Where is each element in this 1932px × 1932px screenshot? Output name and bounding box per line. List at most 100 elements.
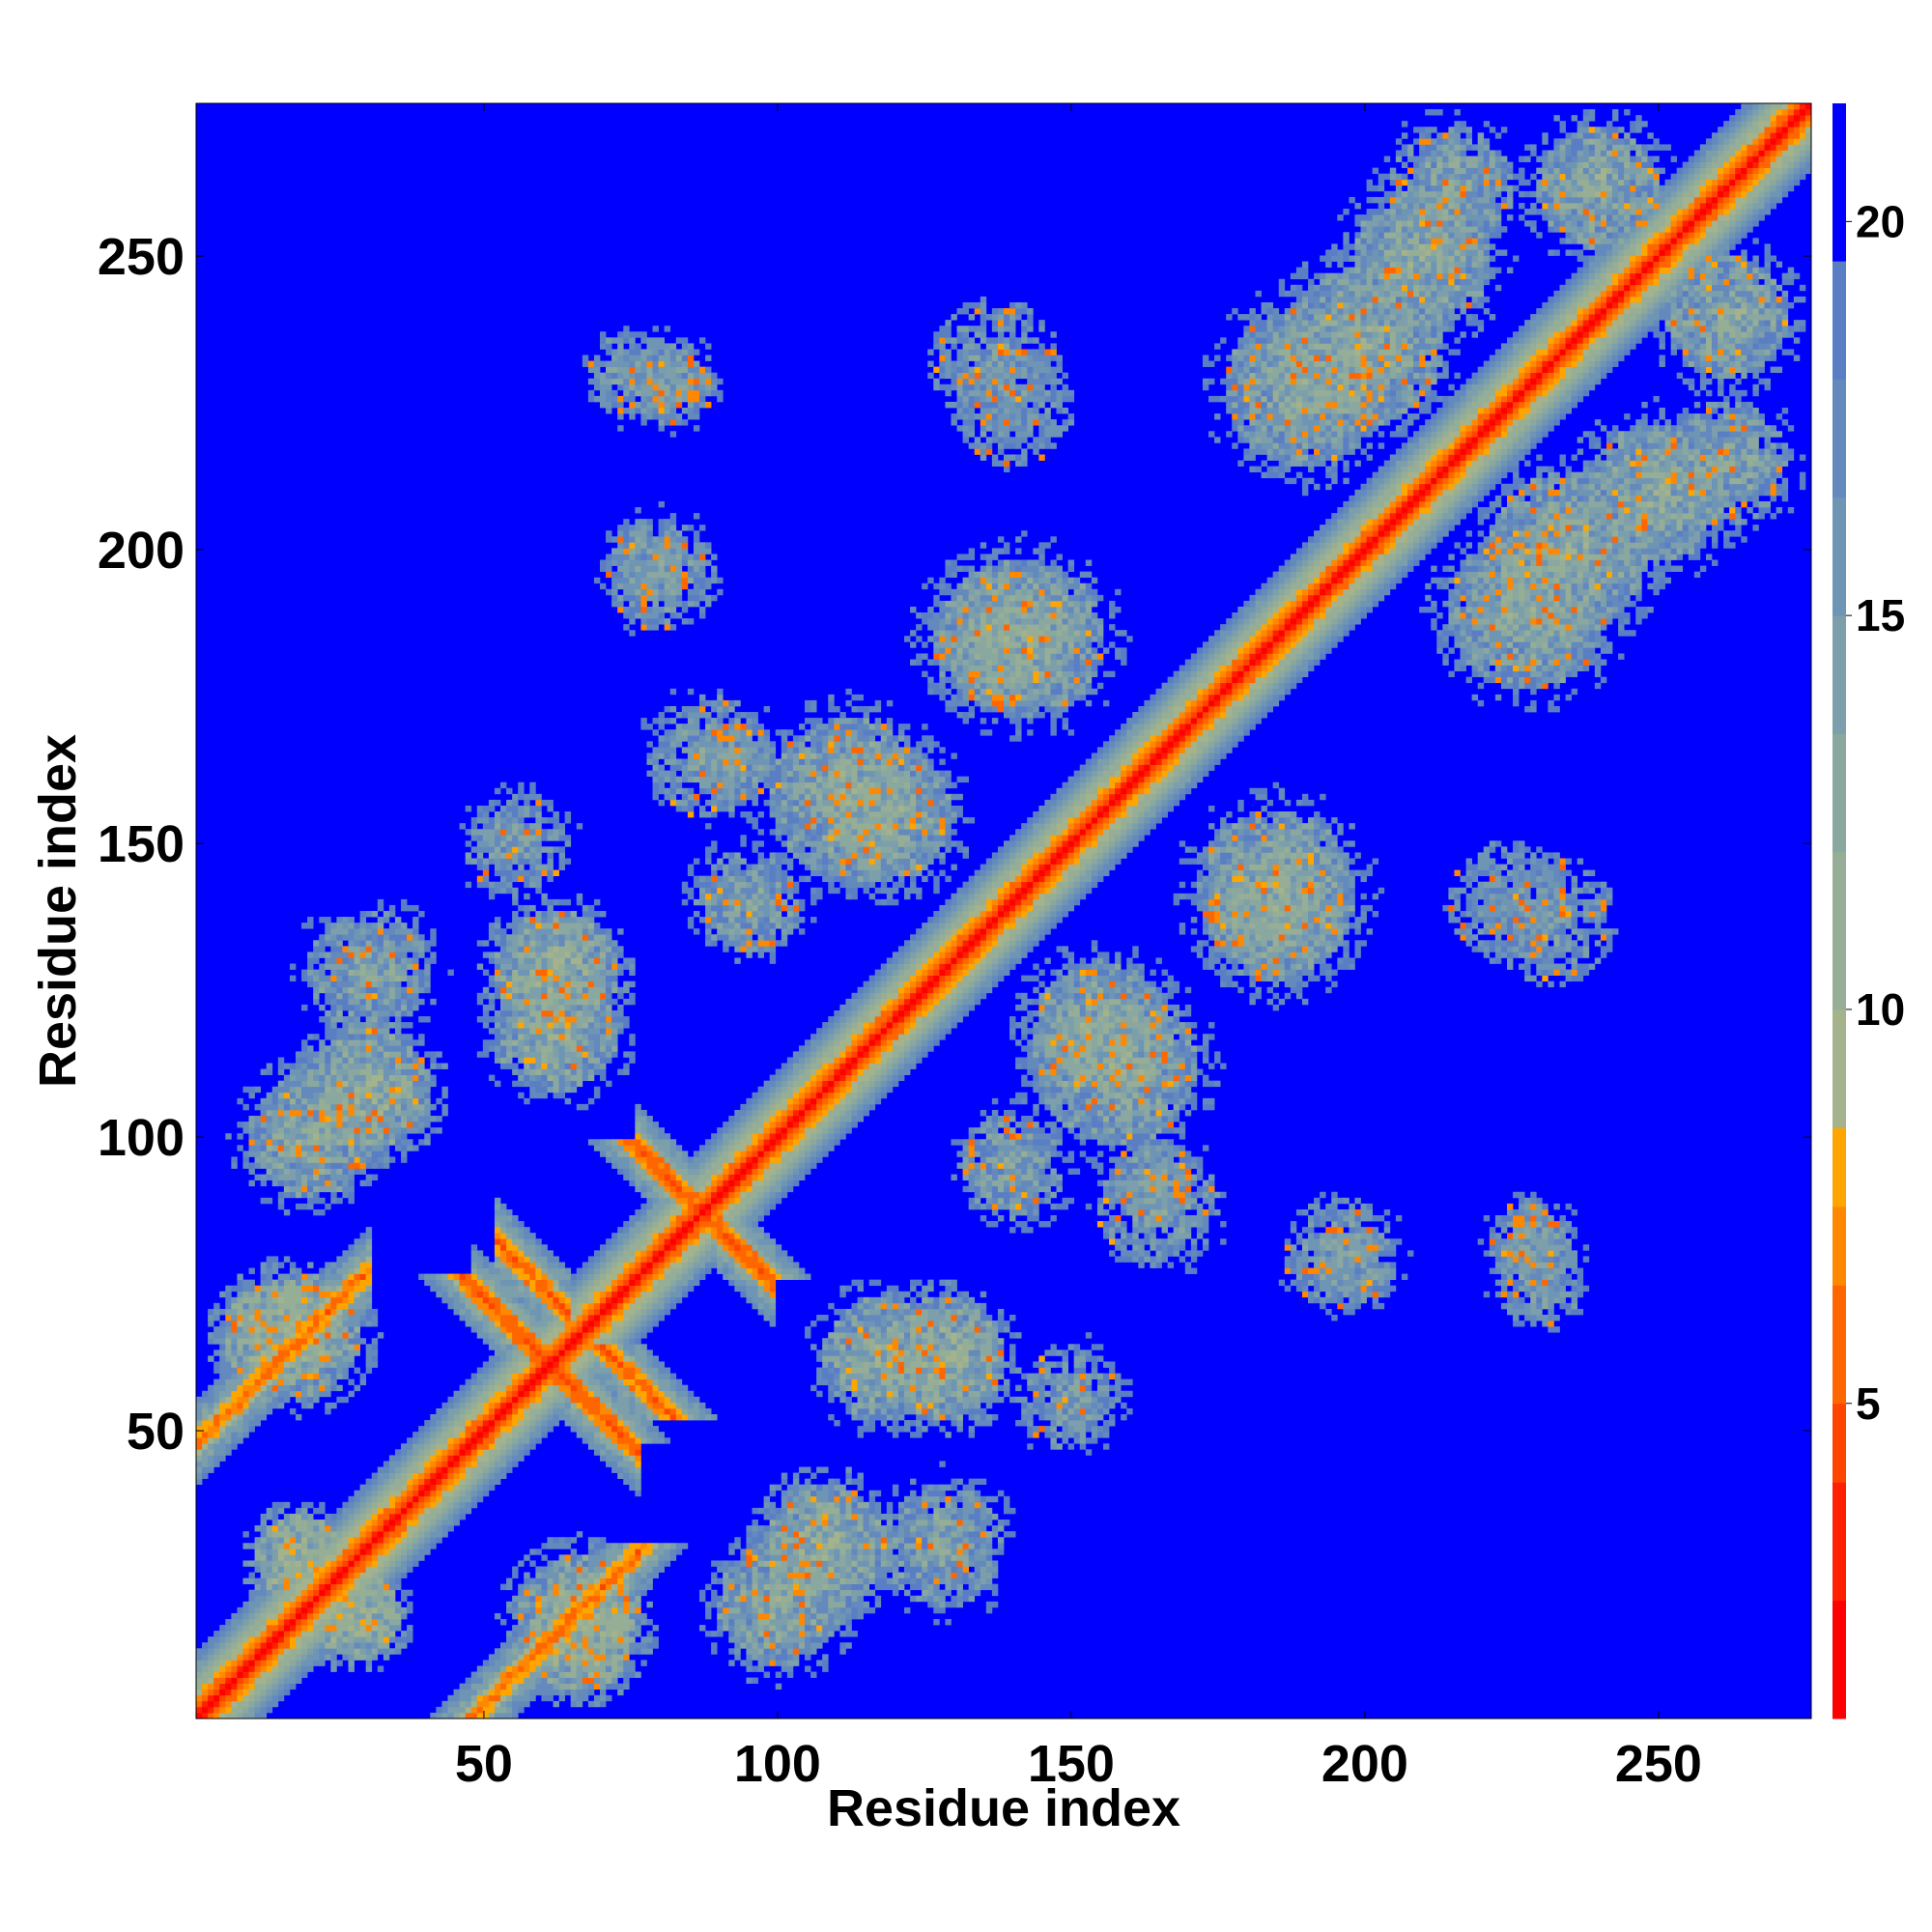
heatmap-cell — [296, 1303, 301, 1309]
heatmap-cell — [360, 1654, 366, 1660]
heatmap-cell — [547, 1665, 553, 1671]
heatmap-cell — [529, 905, 535, 911]
heatmap-cell — [261, 1350, 267, 1355]
heatmap-cell — [512, 1292, 518, 1297]
heatmap-cell — [384, 1578, 389, 1584]
heatmap-cell — [588, 1619, 594, 1625]
heatmap-cell — [447, 1461, 453, 1466]
heatmap-cell — [307, 1502, 313, 1508]
heatmap-cell — [489, 1379, 495, 1385]
heatmap-cell — [541, 987, 547, 993]
heatmap-cell — [395, 1005, 401, 1010]
heatmap-cell — [372, 957, 378, 963]
heatmap-cell — [349, 1355, 355, 1361]
heatmap-cell — [529, 1005, 535, 1010]
heatmap-cell — [424, 1098, 430, 1104]
heatmap-cell — [307, 1297, 313, 1303]
heatmap-cell — [325, 957, 330, 963]
heatmap-cell — [349, 1607, 355, 1613]
heatmap-cell — [330, 981, 336, 987]
heatmap-cell — [255, 1361, 261, 1367]
heatmap-cell — [355, 1116, 360, 1122]
heatmap-cell — [529, 1397, 535, 1403]
heatmap-cell — [430, 1443, 436, 1449]
heatmap-cell — [529, 1321, 535, 1326]
heatmap-cell — [554, 1701, 559, 1707]
heatmap-cell — [336, 1010, 342, 1016]
heatmap-cell — [319, 1069, 325, 1075]
heatmap-cell — [267, 1660, 272, 1665]
heatmap-cell — [272, 1116, 278, 1122]
heatmap-cell — [389, 1064, 395, 1069]
heatmap-cell — [319, 917, 325, 923]
heatmap-cell — [483, 811, 489, 817]
heatmap-cell — [284, 1209, 290, 1215]
heatmap-cell — [529, 1648, 535, 1654]
heatmap-cell — [559, 1654, 565, 1660]
heatmap-cell — [355, 1321, 360, 1326]
heatmap-cell — [559, 946, 565, 952]
heatmap-cell — [395, 952, 401, 957]
heatmap-cell — [559, 1315, 565, 1321]
heatmap-cell — [225, 1403, 231, 1408]
heatmap-cell — [512, 1408, 518, 1414]
heatmap-cell — [301, 1660, 307, 1665]
heatmap-cell — [313, 1361, 319, 1367]
heatmap-cell — [296, 1368, 301, 1374]
heatmap-cell — [559, 1631, 565, 1636]
heatmap-cell — [342, 1309, 348, 1315]
heatmap-cell — [554, 1093, 559, 1098]
heatmap-cell — [249, 1169, 255, 1175]
heatmap-cell — [565, 1420, 571, 1426]
heatmap-cell — [296, 1127, 301, 1133]
heatmap-cell — [296, 1344, 301, 1350]
heatmap-cell — [301, 1081, 307, 1087]
heatmap-cell — [313, 1566, 319, 1572]
heatmap-cell — [500, 1221, 506, 1227]
heatmap-cell — [319, 1087, 325, 1093]
heatmap-cell — [284, 1162, 290, 1168]
heatmap-cell — [518, 829, 524, 835]
heatmap-cell — [366, 1122, 372, 1127]
heatmap-cell — [518, 1326, 524, 1332]
heatmap-cell — [378, 1642, 384, 1648]
heatmap-cell — [267, 1098, 272, 1104]
heatmap-cell — [489, 1321, 495, 1326]
heatmap-cell — [506, 1437, 512, 1443]
heatmap-cell — [524, 970, 529, 976]
heatmap-cell — [313, 999, 319, 1005]
heatmap-cell — [529, 1274, 535, 1280]
heatmap-cell — [278, 1326, 284, 1332]
heatmap-cell — [547, 835, 553, 840]
heatmap-cell — [489, 1397, 495, 1403]
heatmap-cell — [547, 1297, 553, 1303]
heatmap-cell — [489, 806, 495, 811]
heatmap-cell — [483, 1321, 489, 1326]
heatmap-cell — [554, 940, 559, 946]
heatmap-cell — [571, 1005, 577, 1010]
heatmap-cell — [366, 1227, 372, 1233]
heatmap-cell — [261, 1280, 267, 1286]
heatmap-cell — [272, 1543, 278, 1548]
heatmap-cell — [342, 1064, 348, 1069]
heatmap-cell — [547, 1543, 553, 1548]
heatmap-cell — [307, 1355, 313, 1361]
heatmap-cell — [242, 1315, 248, 1321]
heatmap-cell — [330, 1303, 336, 1309]
heatmap-cell — [441, 1104, 447, 1110]
heatmap-cell — [547, 1607, 553, 1613]
heatmap-cell — [355, 964, 360, 970]
heatmap-cell — [325, 1619, 330, 1625]
heatmap-cell — [477, 1303, 483, 1309]
heatmap-cell — [208, 1654, 213, 1660]
heatmap-cell — [384, 1479, 389, 1485]
heatmap-cell — [278, 1665, 284, 1671]
heatmap-cell — [395, 1566, 401, 1572]
heatmap-cell — [389, 1491, 395, 1496]
heatmap-cell — [242, 1531, 248, 1537]
heatmap-cell — [401, 1151, 407, 1156]
heatmap-cell — [336, 1385, 342, 1391]
heatmap-cell — [541, 1268, 547, 1274]
heatmap-cell — [489, 1485, 495, 1491]
heatmap-cell — [389, 1520, 395, 1525]
